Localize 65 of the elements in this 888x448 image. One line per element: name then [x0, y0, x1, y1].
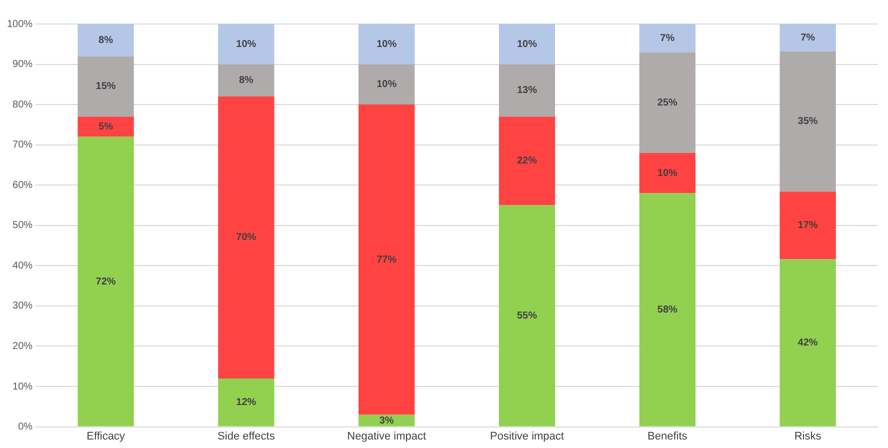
- data-label: 10%: [376, 79, 397, 90]
- bar: [358, 104, 415, 415]
- data-label: 13%: [516, 85, 538, 96]
- data-label: 70%: [236, 232, 256, 244]
- y-tick-label: 0%: [18, 422, 33, 433]
- y-tick-label: 90%: [12, 59, 33, 70]
- bar: [498, 116, 556, 206]
- bar: [639, 152, 696, 194]
- y-tick-label: 30%: [12, 300, 33, 312]
- bar: [218, 96, 274, 378]
- bar: [639, 52, 696, 153]
- x-tick-label: Benefits: [648, 430, 688, 442]
- bar: [218, 24, 274, 64]
- data-label: 5%: [98, 121, 114, 132]
- bar: [78, 136, 134, 426]
- data-label: 22%: [516, 156, 538, 167]
- x-tick-label: Positive impact: [490, 430, 564, 442]
- y-tick-label: 10%: [12, 381, 33, 392]
- y-tick-label: 60%: [12, 180, 33, 191]
- y-tick-label: 40%: [12, 260, 33, 272]
- x-tick-label: Efficacy: [86, 430, 126, 442]
- bar: [498, 24, 556, 64]
- data-label: 10%: [657, 168, 678, 179]
- data-label: 12%: [236, 397, 256, 408]
- bar: [218, 378, 274, 426]
- bar: [639, 193, 696, 426]
- data-label: 17%: [798, 220, 818, 232]
- bar: [78, 116, 134, 137]
- bar: [78, 24, 134, 56]
- x-tick-label: Risks: [794, 430, 822, 442]
- data-label: 7%: [660, 32, 675, 44]
- bar: [639, 24, 696, 52]
- bar: [780, 192, 836, 260]
- x-tick-label: Negative impact: [347, 430, 426, 442]
- bar: [218, 64, 274, 97]
- data-label: 77%: [376, 254, 397, 266]
- bar: [498, 205, 556, 426]
- bar: [358, 24, 415, 64]
- data-label: 10%: [376, 38, 397, 50]
- data-label: 58%: [657, 304, 678, 316]
- data-label: 10%: [516, 38, 538, 50]
- x-tick-label: Side effects: [218, 430, 276, 442]
- data-label: 25%: [657, 97, 678, 108]
- data-label: 72%: [96, 276, 116, 288]
- y-tick-label: 50%: [12, 220, 33, 232]
- bar: [780, 24, 836, 52]
- bar: [780, 51, 836, 192]
- data-label: 55%: [516, 310, 538, 322]
- y-tick-label: 20%: [12, 340, 33, 352]
- data-label: 10%: [236, 38, 256, 50]
- data-label: 7%: [800, 32, 816, 44]
- bar: [780, 259, 836, 426]
- data-label: 42%: [798, 338, 818, 349]
- data-label: 8%: [238, 75, 254, 86]
- bar: [358, 414, 415, 426]
- data-label: 35%: [798, 116, 818, 128]
- bar: [498, 64, 556, 117]
- y-tick-label: 100%: [7, 18, 33, 30]
- data-label: 3%: [379, 415, 394, 426]
- bar: [358, 64, 415, 105]
- bar: [78, 56, 134, 117]
- y-tick-label: 70%: [12, 140, 33, 151]
- data-label: 15%: [96, 81, 116, 92]
- data-label: 8%: [98, 34, 114, 46]
- y-tick-label: 80%: [12, 99, 33, 110]
